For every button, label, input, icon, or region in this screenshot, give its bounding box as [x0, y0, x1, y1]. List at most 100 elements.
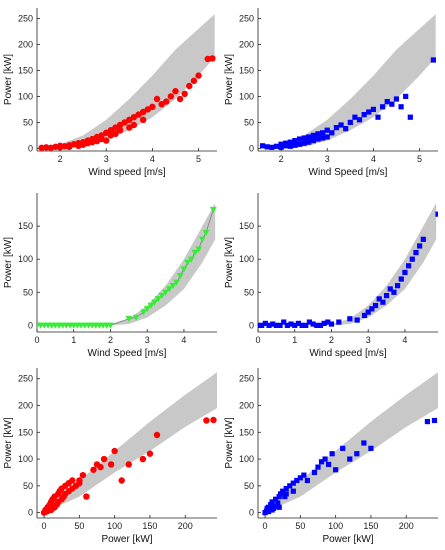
data-point	[210, 416, 217, 424]
data-point	[283, 491, 289, 497]
data-point	[100, 455, 108, 463]
chart-panel-4: 0 1 2 3 4 0 50 100 150 Wind speed [m/s] Power [kW]	[224, 193, 438, 359]
confidence-band	[331, 202, 437, 326]
x-axis-label: Wind Speed [m/s]	[309, 167, 388, 178]
data-point	[398, 104, 404, 110]
data-point	[329, 130, 335, 136]
data-point	[37, 322, 41, 329]
data-point	[409, 256, 415, 262]
data-point	[431, 417, 438, 424]
data-point	[347, 456, 353, 462]
y-tick-label: 200	[18, 39, 33, 49]
data-point	[269, 499, 275, 505]
data-point	[195, 72, 202, 79]
data-point	[132, 314, 140, 321]
data-point	[125, 461, 132, 468]
data-point	[270, 321, 276, 327]
data-point	[292, 142, 298, 148]
data-point	[366, 109, 372, 115]
data-point	[301, 140, 307, 146]
confidence-band	[44, 372, 217, 513]
data-point	[389, 101, 395, 107]
confidence-band	[60, 14, 215, 149]
confidence-band	[281, 14, 436, 149]
data-point	[311, 469, 318, 476]
data-point	[325, 319, 331, 325]
data-point	[333, 467, 339, 473]
data-point	[420, 236, 426, 242]
y-tick-label: 200	[239, 39, 254, 49]
y-tick-label: 100	[239, 254, 254, 264]
x-tick-label: 3	[325, 154, 330, 164]
x-tick-label: 100	[107, 521, 122, 531]
x-tick-label: 50	[74, 521, 84, 531]
data-point	[163, 98, 170, 105]
data-point	[387, 286, 393, 292]
data-point	[310, 132, 316, 138]
data-point	[310, 321, 316, 327]
data-point	[365, 309, 371, 315]
data-point	[315, 131, 321, 137]
data-series	[258, 211, 438, 328]
y-axis-label: Power [kW]	[224, 237, 235, 288]
x-tick-label: 4	[402, 335, 407, 345]
x-tick-label: 1	[292, 335, 297, 345]
data-point	[273, 496, 279, 502]
x-tick-label: 50	[295, 521, 305, 531]
y-tick-label: 150	[239, 221, 254, 231]
x-tick-label: 0	[263, 521, 268, 531]
data-point	[69, 477, 76, 484]
data-point	[203, 417, 210, 424]
data-point	[361, 312, 368, 319]
data-point	[107, 322, 114, 329]
y-tick-label: 250	[18, 13, 33, 23]
data-point	[354, 317, 360, 323]
data-series	[260, 57, 436, 150]
data-point	[347, 316, 353, 322]
data-point	[306, 134, 312, 140]
data-point	[259, 322, 265, 328]
data-point	[314, 322, 320, 328]
x-tick-label: 4	[150, 154, 155, 164]
x-tick-label: 200	[178, 521, 193, 531]
data-point	[83, 493, 90, 500]
chart-panel-3: 0 1 2 3 4 0 50 100 150 Wind Speed [m/s] Power [kW]	[3, 193, 217, 359]
y-tick-label: 100	[239, 454, 254, 464]
y-tick-label: 50	[244, 481, 254, 491]
data-point	[384, 99, 390, 105]
data-point	[343, 126, 349, 132]
y-tick-label: 0	[28, 508, 33, 518]
data-point	[402, 269, 408, 276]
data-point	[287, 139, 293, 145]
data-point	[292, 322, 298, 328]
data-point	[130, 121, 138, 129]
data-point	[107, 461, 115, 468]
y-tick-label: 0	[249, 508, 254, 518]
data-point	[376, 296, 382, 302]
data-point	[169, 282, 177, 290]
x-tick-label: 3	[145, 335, 150, 345]
data-point	[283, 485, 289, 492]
y-tick-label: 250	[18, 374, 33, 384]
data-point	[273, 143, 280, 149]
x-tick-label: 3	[104, 154, 109, 164]
data-point	[321, 320, 327, 326]
chart-panel-5: 0 50 100 150 200 0 50 100 150 200 250 Power [kW] Pow…	[3, 368, 217, 545]
x-tick-label: 2	[329, 335, 334, 345]
data-point	[329, 451, 335, 457]
data-point	[320, 135, 326, 141]
data-point	[158, 292, 166, 299]
y-tick-label: 100	[239, 91, 254, 101]
x-tick-label: 3	[366, 335, 371, 345]
x-axis-label: Wind Speed [m/s]	[88, 348, 167, 359]
y-axis-label: Power [kW]	[3, 54, 14, 105]
data-series	[262, 417, 438, 516]
data-point	[147, 302, 155, 309]
data-point	[290, 488, 296, 494]
data-point	[112, 130, 119, 138]
y-tick-label: 200	[239, 401, 254, 411]
data-point	[173, 279, 180, 286]
data-point	[292, 138, 298, 144]
data-point	[406, 263, 412, 269]
data-point	[153, 95, 161, 103]
